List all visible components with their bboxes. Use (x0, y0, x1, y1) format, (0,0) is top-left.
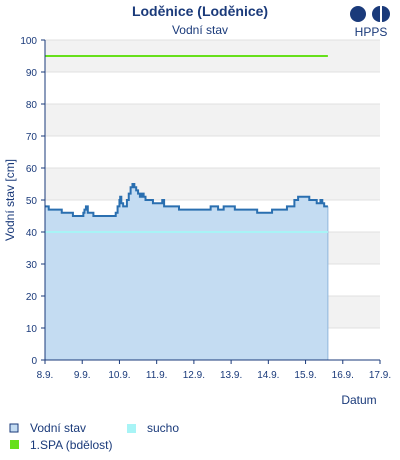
legend-item-spa[interactable]: 1.SPA (bdělost) (10, 438, 113, 452)
grid-band (45, 104, 380, 136)
legend-item-vodni-stav[interactable]: Vodní stav (9, 421, 86, 435)
chart-title: Loděnice (Loděnice) (132, 3, 268, 19)
x-tick-label: 12.9. (183, 370, 205, 381)
x-tick-label: 13.9. (220, 370, 242, 381)
x-tick-label: 9.9. (74, 370, 91, 381)
legend-label-vodni-stav: Vodní stav (30, 421, 86, 435)
y-tick-label: 80 (26, 100, 38, 111)
x-tick-label: 10.9. (108, 370, 130, 381)
y-tick-label: 90 (26, 68, 38, 79)
grid-band (45, 136, 380, 168)
legend-swatch-sucho (127, 424, 136, 433)
logo-half-left (372, 6, 380, 22)
hpps-logo: HPPS (350, 6, 390, 39)
grid-band (45, 168, 380, 200)
legend-swatch-spa (10, 440, 19, 449)
y-tick-label: 50 (26, 196, 38, 207)
x-tick-label: 17.9. (369, 370, 391, 381)
x-axis-label: Datum (341, 393, 376, 407)
plot-area: 0 10 20 30 40 50 60 70 80 90 100 8.9. 9.9. 10.9. 11.9.… (20, 36, 391, 381)
x-tick-label: 15.9. (294, 370, 316, 381)
y-tick-label: 40 (26, 228, 38, 239)
series-area-vodni-stav (45, 184, 328, 360)
logo-half-right (382, 6, 390, 22)
legend: Vodní stav sucho 1.SPA (bdělost) (9, 421, 179, 452)
chart-subtitle: Vodní stav (172, 23, 228, 37)
y-tick-label: 100 (20, 36, 37, 47)
legend-label-sucho: sucho (147, 421, 179, 435)
logo-circle-left (350, 6, 366, 22)
y-tick-label: 60 (26, 164, 38, 175)
brand-label: HPPS (355, 25, 388, 39)
legend-label-spa: 1.SPA (bdělost) (30, 438, 113, 452)
legend-item-sucho[interactable]: sucho (127, 421, 179, 435)
legend-swatch-vodni-stav (9, 423, 19, 433)
grid-band (45, 72, 380, 104)
y-axis-label: Vodní stav [cm] (3, 159, 17, 241)
x-tick-label: 16.9. (332, 370, 354, 381)
x-tick-label: 8.9. (37, 370, 54, 381)
x-tick-label: 14.9. (257, 370, 279, 381)
y-tick-label: 70 (26, 132, 38, 143)
y-tick-label: 20 (26, 292, 38, 303)
x-tick-label: 11.9. (146, 370, 168, 381)
series-line-vodni-stav (45, 183, 328, 217)
y-tick-label: 10 (26, 324, 38, 335)
y-tick-label: 0 (31, 356, 37, 367)
y-tick-label: 30 (26, 260, 38, 271)
